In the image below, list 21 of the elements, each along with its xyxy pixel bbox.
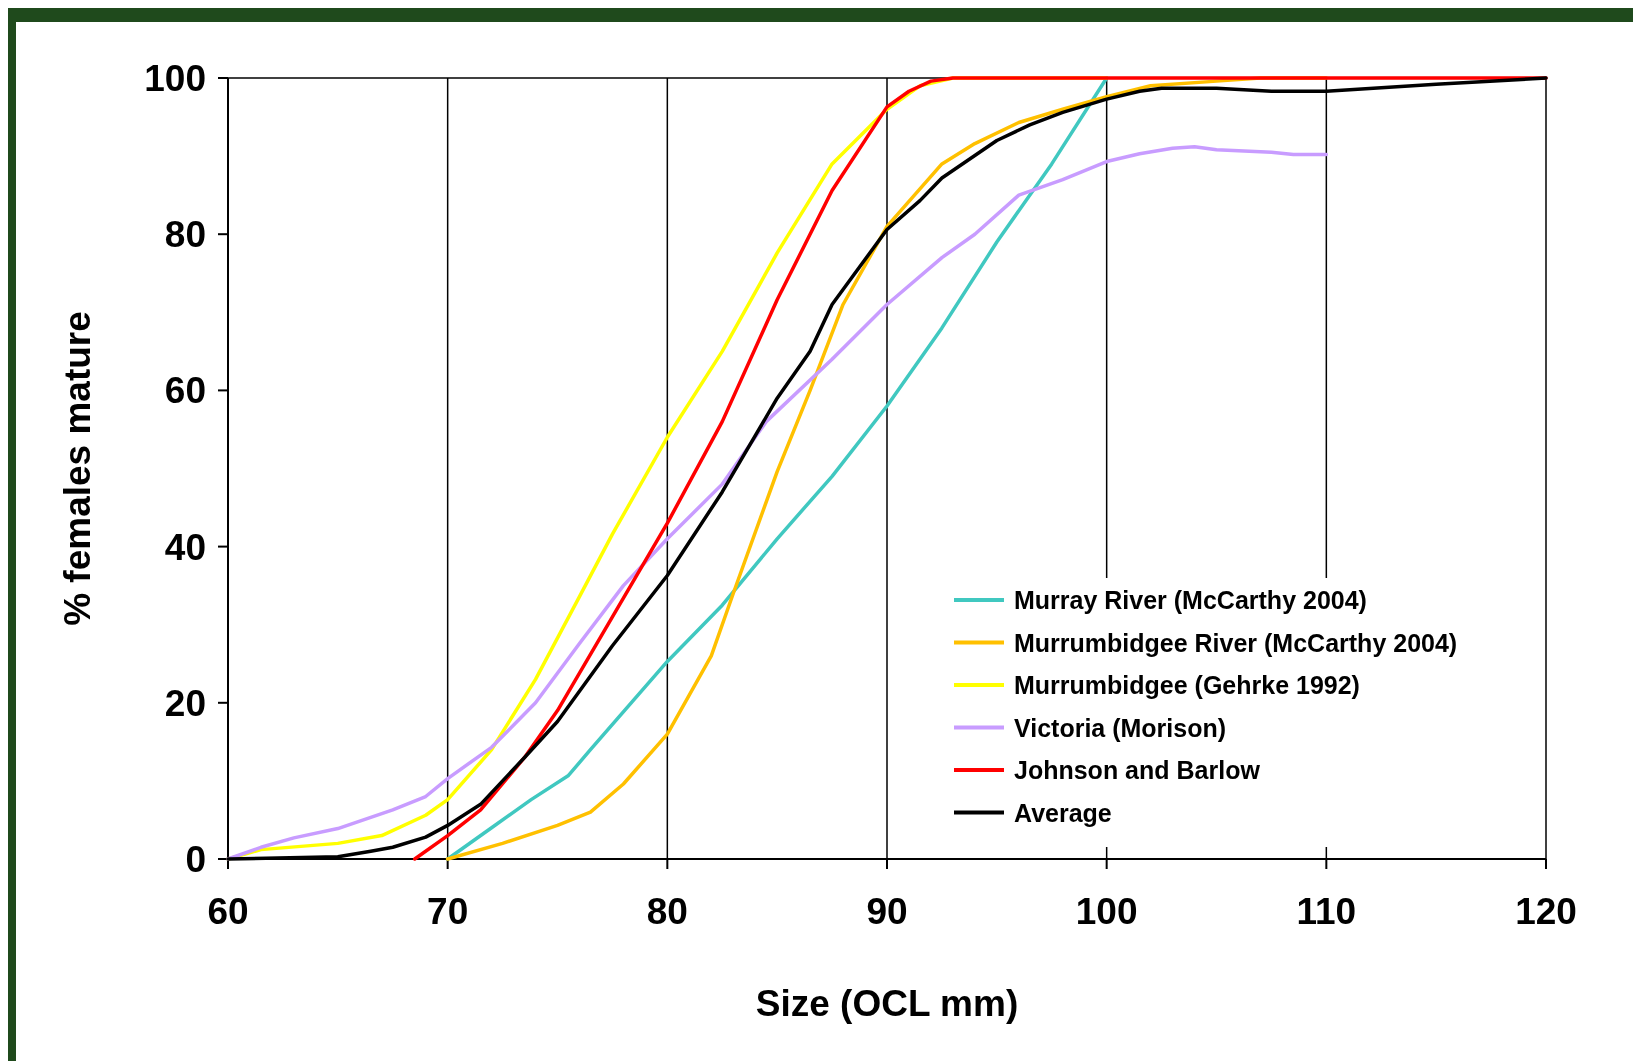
legend-label: Average	[1014, 798, 1112, 827]
y-axis-title: % females mature	[57, 311, 98, 626]
y-tick-label: 0	[185, 839, 206, 880]
y-tick-label: 20	[164, 682, 206, 724]
x-tick-label: 60	[207, 891, 249, 932]
x-tick-label: 70	[427, 891, 469, 932]
y-tick-label: 60	[164, 370, 206, 412]
legend-label: Murray River (McCarthy 2004)	[1014, 586, 1367, 614]
x-tick-label: 120	[1515, 891, 1577, 932]
y-tick-label: 80	[164, 214, 206, 256]
x-tick-label: 100	[1075, 891, 1138, 932]
legend-label: Victoria (Morison)	[1014, 713, 1227, 742]
legend-label: Murrumbidgee River (McCarthy 2004)	[1014, 628, 1458, 657]
x-tick-label: 80	[646, 891, 688, 932]
x-tick-label: 110	[1296, 891, 1357, 932]
legend-label: Murrumbidgee (Gehrke 1992)	[1014, 671, 1360, 699]
y-tick-label: 40	[164, 526, 206, 568]
legend-label: Johnson and Barlow	[1014, 756, 1261, 784]
x-axis-title: Size (OCL mm)	[755, 983, 1019, 1024]
x-tick-label: 90	[866, 891, 908, 932]
y-tick-label: 100	[144, 58, 206, 99]
